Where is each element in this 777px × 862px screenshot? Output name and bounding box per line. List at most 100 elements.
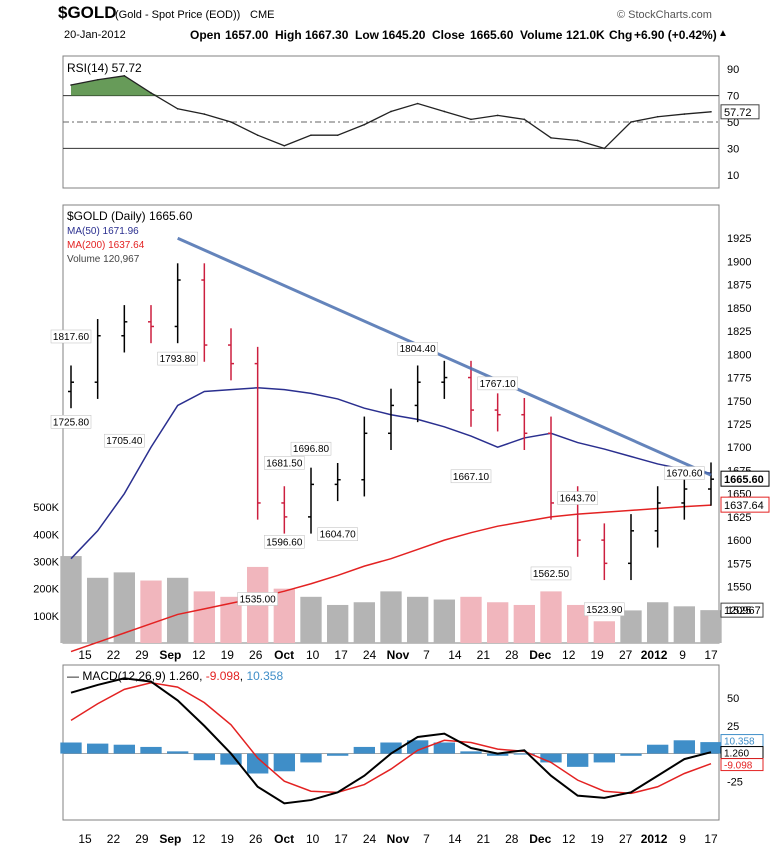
x-tick-label: 29 bbox=[135, 832, 149, 846]
volume-bar bbox=[87, 577, 109, 643]
high-value: 1667.30 bbox=[305, 28, 349, 42]
x-tick-label: Dec bbox=[529, 832, 551, 846]
x-tick-label: Sep bbox=[159, 648, 181, 662]
price-tick-label: 1900 bbox=[727, 256, 751, 268]
price-bar bbox=[228, 328, 234, 381]
x-tick-label: Oct bbox=[274, 648, 294, 662]
price-tick-label: 1600 bbox=[727, 535, 751, 547]
annotation-label: 1523.90 bbox=[586, 605, 623, 616]
x-tick-label: 27 bbox=[619, 832, 633, 846]
rsi-point bbox=[283, 144, 286, 147]
price-tick-label: 1825 bbox=[727, 326, 751, 338]
exchange: CME bbox=[250, 9, 275, 21]
volume-last-box bbox=[720, 602, 764, 618]
rsi-last-value-tag: 57.72 bbox=[720, 104, 760, 120]
rsi-point bbox=[150, 92, 152, 94]
rsi-point bbox=[363, 123, 366, 126]
price-bar bbox=[121, 305, 128, 353]
rsi-point bbox=[603, 147, 606, 150]
x-tick-label: 19 bbox=[221, 832, 235, 846]
price-tick-label: 1575 bbox=[727, 558, 751, 570]
macd-histogram-bar bbox=[487, 753, 509, 756]
volume-bar bbox=[140, 580, 162, 643]
x-tick-label: 15 bbox=[78, 648, 92, 662]
x-tick-label: 9 bbox=[679, 648, 686, 662]
volume-bar bbox=[380, 591, 402, 643]
open-value: 1657.00 bbox=[225, 28, 269, 42]
macd-histogram-bar bbox=[220, 753, 242, 765]
date: 20-Jan-2012 bbox=[64, 29, 126, 41]
volume-bar bbox=[327, 604, 349, 643]
rsi-point bbox=[230, 121, 232, 123]
volume-bar bbox=[353, 602, 375, 643]
rsi-tick-label: 30 bbox=[727, 143, 739, 155]
macd-panel: -2502550— MACD(12,26,9) 1.260, -9.098, 1… bbox=[60, 664, 764, 821]
x-tick-label: 12 bbox=[562, 832, 576, 846]
annotation-box bbox=[157, 351, 198, 366]
rsi-point bbox=[576, 139, 579, 142]
rsi-point bbox=[523, 118, 526, 121]
price-annotation: 1725.80 bbox=[50, 415, 92, 429]
price-tick-label: 1625 bbox=[727, 512, 751, 524]
x-tick-label: 14 bbox=[448, 648, 462, 662]
x-tick-label: 24 bbox=[363, 832, 377, 846]
rsi-tick-label: 50 bbox=[727, 117, 739, 129]
annotation-box bbox=[530, 566, 572, 581]
macd-histogram-bar bbox=[193, 753, 215, 761]
price-annotation: 1705.40 bbox=[104, 433, 145, 448]
x-tick-label: 29 bbox=[135, 648, 149, 662]
symbol: $GOLD bbox=[58, 3, 117, 22]
volume-tick-label: 500K bbox=[33, 502, 59, 514]
macd-histogram-bar bbox=[540, 753, 562, 763]
macd-histogram-bar bbox=[60, 742, 82, 754]
macd-histogram-bar bbox=[567, 753, 589, 767]
macd-histogram-bar bbox=[140, 746, 162, 754]
up-triangle-icon: ▲ bbox=[718, 28, 728, 39]
price-bar bbox=[254, 346, 261, 520]
price-annotation: 1696.80 bbox=[290, 441, 332, 456]
rsi-point bbox=[656, 115, 659, 118]
copyright: © StockCharts.com bbox=[617, 9, 712, 21]
rsi-point bbox=[70, 84, 72, 86]
volume-tick-label: 400K bbox=[33, 529, 59, 541]
price-legend: $GOLD (Daily) 1665.60 bbox=[67, 209, 193, 223]
x-tick-label: 19 bbox=[591, 832, 605, 846]
volume-last-value-tag: 120967 bbox=[720, 602, 764, 618]
price-tick-label: 1550 bbox=[727, 582, 751, 594]
x-tick-label: 17 bbox=[704, 832, 718, 846]
price-tick-label: 1800 bbox=[727, 349, 751, 361]
ma200-legend: MA(200) 1637.64 bbox=[67, 240, 145, 251]
macd-histogram-bar bbox=[327, 753, 349, 756]
macd-tick-label: 25 bbox=[727, 721, 739, 733]
x-tick-label: 17 bbox=[704, 648, 718, 662]
high-label: High bbox=[275, 28, 302, 42]
x-tick-label: 10 bbox=[306, 648, 320, 662]
macd-histogram-bar bbox=[700, 742, 722, 754]
price-annotation: 1523.90 bbox=[584, 602, 625, 617]
price-annotation: 1596.60 bbox=[264, 535, 305, 549]
ma200-last-value-box bbox=[720, 496, 770, 513]
price-bar bbox=[681, 472, 688, 520]
x-tick-label: 28 bbox=[505, 648, 519, 662]
x-axis-price: 15 22 29 Sep 12 19 26 Oct 10 17 24 Nov 7 14 21 28 Dec 12 1… bbox=[78, 648, 718, 662]
x-tick-label: Dec bbox=[529, 648, 551, 662]
price-annotation: 1804.40 bbox=[397, 341, 438, 356]
volume-tick-label: 200K bbox=[33, 584, 59, 596]
price-tick-label: 1850 bbox=[727, 303, 751, 315]
rsi-panel: 10 30 50 70 90 RSI(14) 57.72 57.72 bbox=[62, 55, 760, 189]
annotation-label: 1767.10 bbox=[480, 379, 517, 390]
low-label: Low bbox=[355, 28, 379, 42]
price-bar bbox=[708, 462, 714, 506]
rsi-point bbox=[416, 102, 419, 105]
price-tick-label: 1700 bbox=[727, 442, 751, 454]
price-tick-label: 1525 bbox=[727, 605, 751, 617]
macd-line bbox=[70, 677, 712, 805]
rsi-point bbox=[550, 137, 552, 139]
volume-bar bbox=[407, 596, 429, 643]
price-annotation: 1667.10 bbox=[450, 469, 492, 484]
price-bar bbox=[414, 365, 421, 423]
price-bar bbox=[201, 263, 208, 362]
x-tick-label: 17 bbox=[334, 648, 348, 662]
price-bar bbox=[628, 514, 634, 581]
